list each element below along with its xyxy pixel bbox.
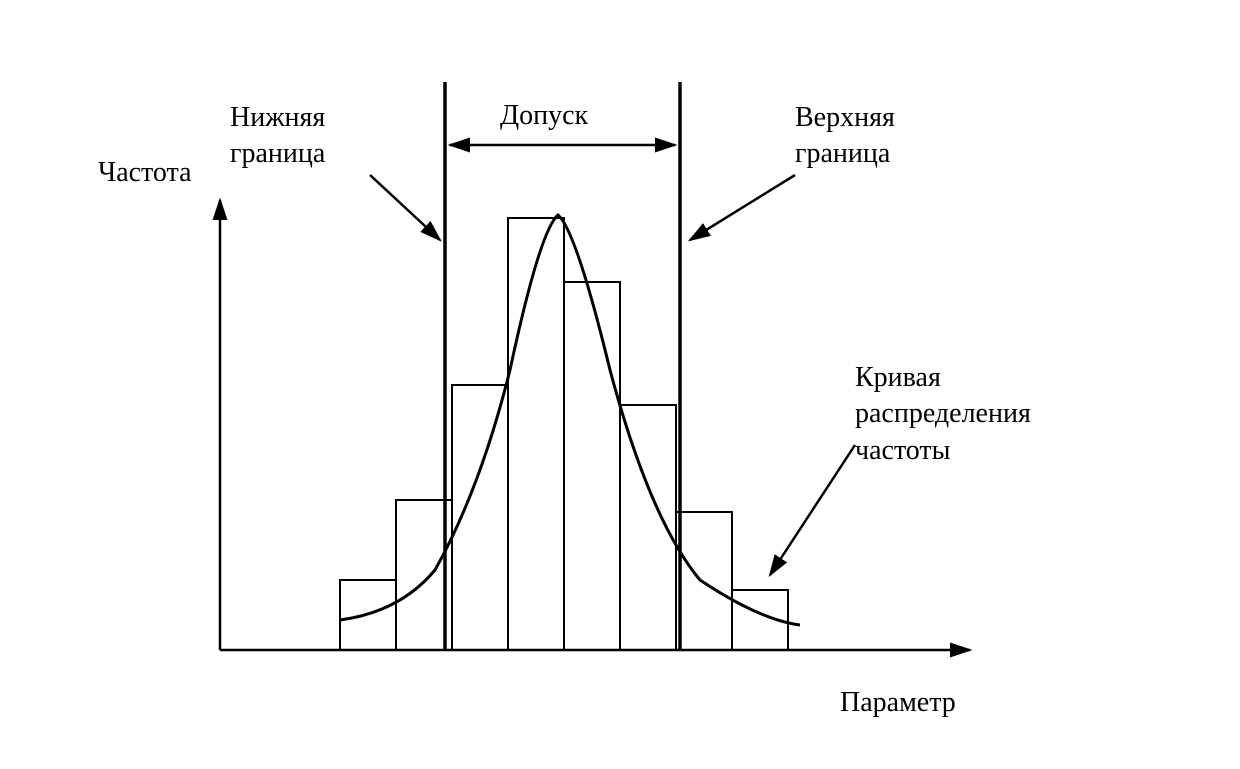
histogram-bar bbox=[508, 218, 564, 650]
curve-callout-arrow bbox=[770, 445, 855, 575]
curve-line1: Кривая bbox=[855, 362, 941, 393]
curve-line2: распределения bbox=[855, 398, 1031, 429]
upper-bound-line2: граница bbox=[795, 138, 890, 169]
histogram-bars bbox=[340, 218, 788, 650]
tolerance-label: Допуск bbox=[500, 98, 588, 134]
curve-line3: частоты bbox=[855, 435, 950, 466]
y-axis-label: Частота bbox=[98, 155, 192, 191]
chart-svg bbox=[0, 0, 1240, 764]
histogram-chart: Частота Параметр Допуск Нижняя граница В… bbox=[0, 0, 1240, 764]
lower-bound-line1: Нижняя bbox=[230, 102, 325, 133]
x-axis-label: Параметр bbox=[840, 685, 956, 721]
upper-callout-arrow bbox=[690, 175, 795, 240]
upper-bound-label: Верхняя граница bbox=[795, 100, 895, 173]
lower-bound-line2: граница bbox=[230, 138, 325, 169]
lower-bound-label: Нижняя граница bbox=[230, 100, 325, 173]
lower-callout-arrow bbox=[370, 175, 440, 240]
curve-label: Кривая распределения частоты bbox=[855, 360, 1031, 469]
upper-bound-line1: Верхняя bbox=[795, 102, 895, 133]
histogram-bar bbox=[564, 282, 620, 650]
